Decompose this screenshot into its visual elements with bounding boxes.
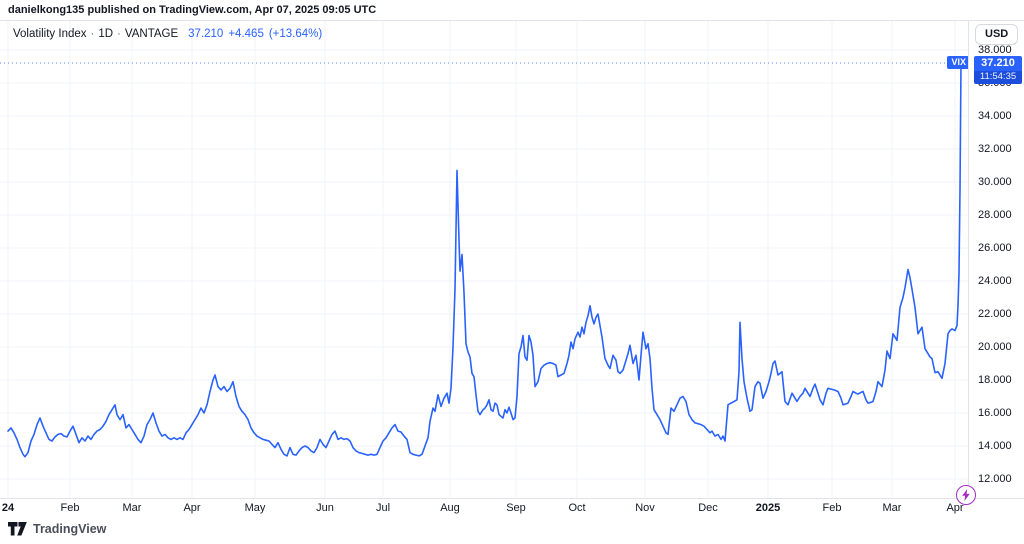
interval-label[interactable]: 1D xyxy=(98,28,114,40)
lightning-bolt-glyph xyxy=(962,489,970,501)
price-chart-plot[interactable]: Volatility Index · 1D · VANTAGE 37.210 +4.465(… xyxy=(0,21,968,498)
time-axis-tick: Mar xyxy=(882,502,902,514)
legend-change-percent: (+13.64%) xyxy=(268,28,323,40)
legend-last-price: 37.210 xyxy=(188,28,224,40)
price-axis-tick: 30.000 xyxy=(978,176,1012,188)
legend-change: +4.465 xyxy=(228,28,264,40)
time-axis-tick: May xyxy=(244,502,266,514)
time-axis-tick: Jul xyxy=(375,502,391,514)
time-axis-tick: 2025 xyxy=(755,502,781,514)
time-axis-tick: Apr xyxy=(183,502,201,514)
price-axis-tick: 38.000 xyxy=(978,44,1012,56)
time-axis-tick: Dec xyxy=(698,502,718,514)
tradingview-logo-icon[interactable] xyxy=(8,522,27,536)
price-axis-tick: 24.000 xyxy=(978,275,1012,287)
bar-close-countdown: 11:54:35 xyxy=(974,71,1022,85)
lightning-event-icon[interactable] xyxy=(956,485,976,505)
time-axis-tick: Feb xyxy=(60,502,80,514)
price-axis-tick: 34.000 xyxy=(978,110,1012,122)
vix-price-line xyxy=(7,62,962,458)
time-axis-tick: Nov xyxy=(635,502,655,514)
symbol-title[interactable]: Volatility Index xyxy=(13,28,87,40)
time-axis-tick: Apr xyxy=(946,502,964,514)
price-axis-tick: 22.000 xyxy=(978,308,1012,320)
time-axis-tick: Oct xyxy=(568,502,586,514)
time-axis[interactable]: 24 Feb Mar Apr May Jun Jul Aug Sep Oct Nov Dec 2025 F… xyxy=(0,498,1024,518)
price-axis-tick: 26.000 xyxy=(978,242,1012,254)
price-axis-tick: 12.000 xyxy=(978,473,1012,485)
price-axis-tick: 32.000 xyxy=(978,143,1012,155)
exchange-label[interactable]: VANTAGE xyxy=(124,28,179,40)
vix-line-chart xyxy=(0,21,968,498)
time-axis-tick: Aug xyxy=(440,502,460,514)
footer-branding: TradingView xyxy=(8,522,106,536)
price-axis[interactable]: USD 38.00036.00034.00032.00030.00028.000… xyxy=(968,21,1024,498)
chart-legend[interactable]: Volatility Index · 1D · VANTAGE 37.210 +4.465(… xyxy=(13,28,322,40)
legend-separator: · xyxy=(117,28,121,40)
time-axis-tick: Mar xyxy=(122,502,142,514)
current-price-value: 37.210 xyxy=(974,56,1022,72)
current-price-badge: 37.210 11:54:35 xyxy=(974,56,1022,85)
time-axis-tick: Feb xyxy=(822,502,842,514)
time-axis-tick: Sep xyxy=(506,502,526,514)
series-symbol-badge: VIX xyxy=(947,56,968,70)
price-axis-tick: 20.000 xyxy=(978,341,1012,353)
publish-header-line: danielkong135 published on TradingView.c… xyxy=(8,4,377,16)
chart-frame: Volatility Index · 1D · VANTAGE 37.210 +4.465(… xyxy=(0,20,1024,517)
price-axis-tick: 16.000 xyxy=(978,407,1012,419)
time-axis-tick: 24 xyxy=(1,502,15,514)
price-axis-tick: 18.000 xyxy=(978,374,1012,386)
price-axis-tick: 14.000 xyxy=(978,440,1012,452)
price-axis-tick: 28.000 xyxy=(978,209,1012,221)
legend-separator: · xyxy=(90,28,95,40)
currency-toggle-button[interactable]: USD xyxy=(975,24,1019,45)
time-axis-tick: Jun xyxy=(316,502,334,514)
tradingview-brand-name[interactable]: TradingView xyxy=(33,522,107,536)
